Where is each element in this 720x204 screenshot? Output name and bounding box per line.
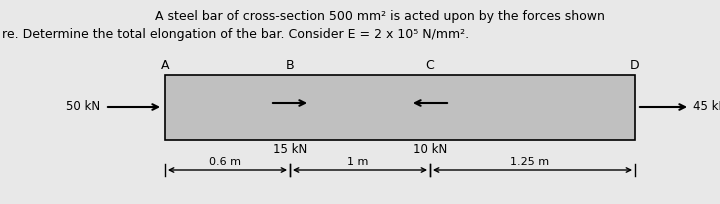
- Bar: [165, 75, 635, 140]
- Text: C: C: [426, 59, 434, 72]
- Text: A steel bar of cross-section 500 mm² is acted upon by the forces shown: A steel bar of cross-section 500 mm² is …: [155, 10, 605, 23]
- Text: B: B: [286, 59, 294, 72]
- Text: 15 kN: 15 kN: [273, 143, 307, 156]
- Text: 10 kN: 10 kN: [413, 143, 447, 156]
- Text: 1.25 m: 1.25 m: [510, 157, 549, 167]
- Text: D: D: [630, 59, 640, 72]
- Text: 50 kN: 50 kN: [66, 101, 100, 113]
- Text: re. Determine the total elongation of the bar. Consider E = 2 x 10⁵ N/mm².: re. Determine the total elongation of th…: [2, 28, 469, 41]
- Text: 0.6 m: 0.6 m: [209, 157, 241, 167]
- Text: 1 m: 1 m: [347, 157, 369, 167]
- Text: 45 kN: 45 kN: [693, 101, 720, 113]
- Text: A: A: [161, 59, 169, 72]
